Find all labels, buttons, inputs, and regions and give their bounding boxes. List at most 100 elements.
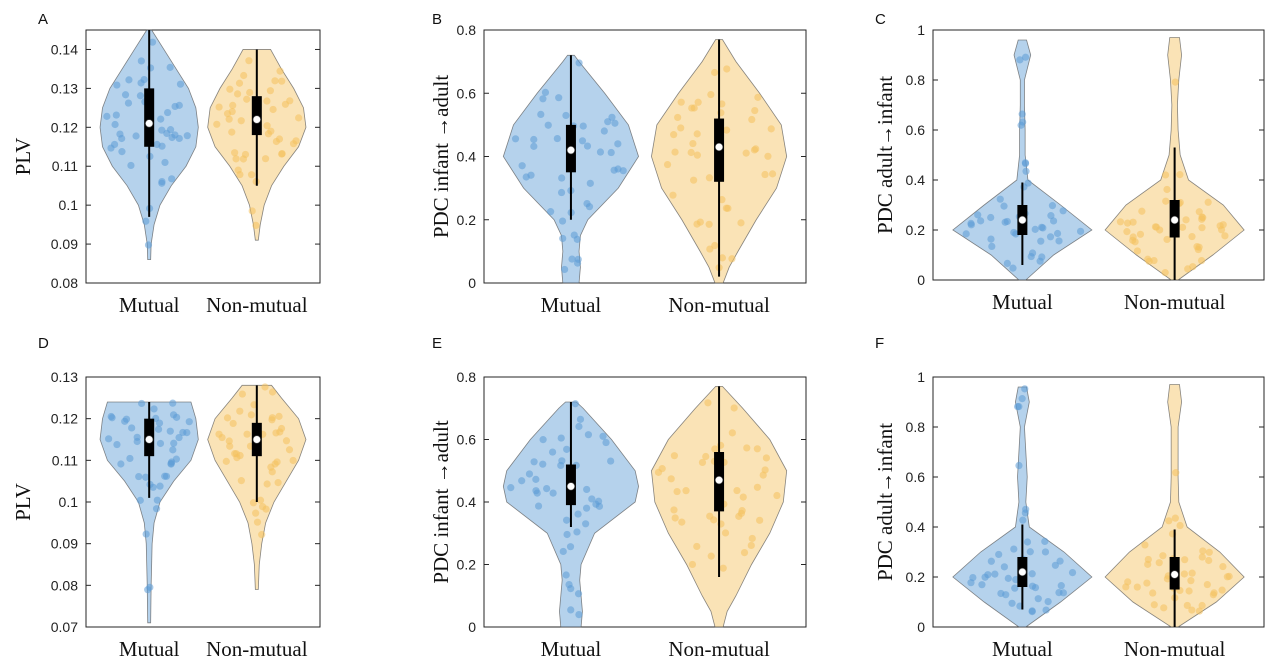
iqr-box xyxy=(144,88,155,147)
data-point xyxy=(1209,591,1217,599)
data-point xyxy=(751,106,759,115)
data-point xyxy=(688,104,696,112)
data-point xyxy=(111,120,119,129)
y-tick-label: 0.08 xyxy=(51,275,78,291)
panel-d: D 0.07 0.08 0.09 0.1 0.11 0.12 0.13 PLV Mutual Non… xyxy=(11,335,321,661)
data-point xyxy=(1172,469,1180,477)
data-point xyxy=(539,95,547,103)
data-point xyxy=(575,610,583,619)
data-point xyxy=(773,491,781,500)
data-point xyxy=(229,101,237,109)
data-point xyxy=(1053,229,1062,238)
data-point xyxy=(543,485,551,493)
data-point xyxy=(583,199,591,208)
data-point xyxy=(740,549,749,557)
data-point xyxy=(756,516,764,524)
data-point xyxy=(137,57,145,65)
data-point xyxy=(258,503,267,511)
data-point xyxy=(158,177,166,186)
data-point xyxy=(1203,580,1211,589)
data-point xyxy=(232,450,240,458)
data-point xyxy=(1038,253,1046,261)
data-point xyxy=(275,412,283,420)
data-point xyxy=(136,92,145,100)
data-point xyxy=(226,85,234,93)
x-category-label: Mutual xyxy=(541,293,602,317)
y-axis-label: PLV xyxy=(11,138,35,176)
data-point xyxy=(563,530,571,539)
data-point xyxy=(693,542,701,551)
data-point xyxy=(711,68,719,77)
data-point xyxy=(136,496,144,504)
data-point xyxy=(987,557,995,565)
data-point xyxy=(728,255,736,263)
data-point xyxy=(1037,237,1045,245)
violin-non-mutual xyxy=(207,383,307,590)
data-point xyxy=(179,428,187,437)
data-point xyxy=(1004,574,1012,582)
violin-mutual xyxy=(952,385,1093,628)
x-category-label: Non-mutual xyxy=(668,637,770,661)
data-point xyxy=(164,108,172,117)
data-point xyxy=(240,71,248,80)
data-point xyxy=(1162,197,1170,205)
data-point xyxy=(233,90,242,98)
data-point xyxy=(742,149,750,157)
data-point xyxy=(154,425,163,433)
data-point xyxy=(537,110,545,119)
data-point xyxy=(575,59,583,67)
data-point xyxy=(261,155,270,163)
data-point xyxy=(507,484,515,492)
data-point xyxy=(234,166,242,174)
data-point xyxy=(1022,167,1030,175)
data-point xyxy=(759,471,767,479)
data-point xyxy=(723,65,731,73)
data-point xyxy=(541,88,550,96)
data-point xyxy=(243,430,251,438)
data-point xyxy=(112,111,120,119)
data-point xyxy=(677,98,685,106)
data-point xyxy=(670,131,678,139)
data-point xyxy=(730,404,738,412)
data-point xyxy=(1028,570,1036,578)
data-point xyxy=(997,589,1005,598)
data-point xyxy=(223,414,232,422)
y-tick-label: 0.4 xyxy=(906,172,926,188)
data-point xyxy=(721,529,730,537)
data-point xyxy=(969,574,977,582)
data-point xyxy=(568,255,576,263)
data-point xyxy=(1059,589,1067,597)
data-point xyxy=(518,477,526,485)
data-point xyxy=(1163,235,1171,244)
data-point xyxy=(987,213,995,222)
data-point xyxy=(562,111,570,120)
data-point xyxy=(169,446,177,454)
y-tick-label: 0.8 xyxy=(906,419,926,435)
data-point xyxy=(743,444,751,452)
data-point xyxy=(670,506,678,514)
x-category-label: Mutual xyxy=(992,637,1053,661)
panel-letter: E xyxy=(432,335,442,352)
data-point xyxy=(1015,461,1023,470)
data-point xyxy=(1219,562,1227,571)
data-point xyxy=(768,170,777,178)
data-point xyxy=(289,456,297,465)
data-point xyxy=(767,125,775,133)
data-point xyxy=(579,122,587,130)
data-point xyxy=(1003,259,1011,267)
violin-mutual xyxy=(502,400,639,628)
data-point xyxy=(687,148,695,157)
y-tick-label: 0.4 xyxy=(457,149,477,165)
data-point xyxy=(722,204,731,212)
data-point xyxy=(253,518,262,526)
data-point xyxy=(761,170,769,179)
data-point xyxy=(1055,237,1063,245)
data-point xyxy=(173,413,181,421)
data-point xyxy=(1011,584,1019,592)
violin-non-mutual xyxy=(651,39,788,284)
panel-letter: D xyxy=(38,335,49,352)
data-point xyxy=(295,114,303,122)
y-axis-label: PDC infant →adult xyxy=(429,75,453,238)
data-point xyxy=(704,399,712,407)
violin-non-mutual xyxy=(651,385,788,628)
